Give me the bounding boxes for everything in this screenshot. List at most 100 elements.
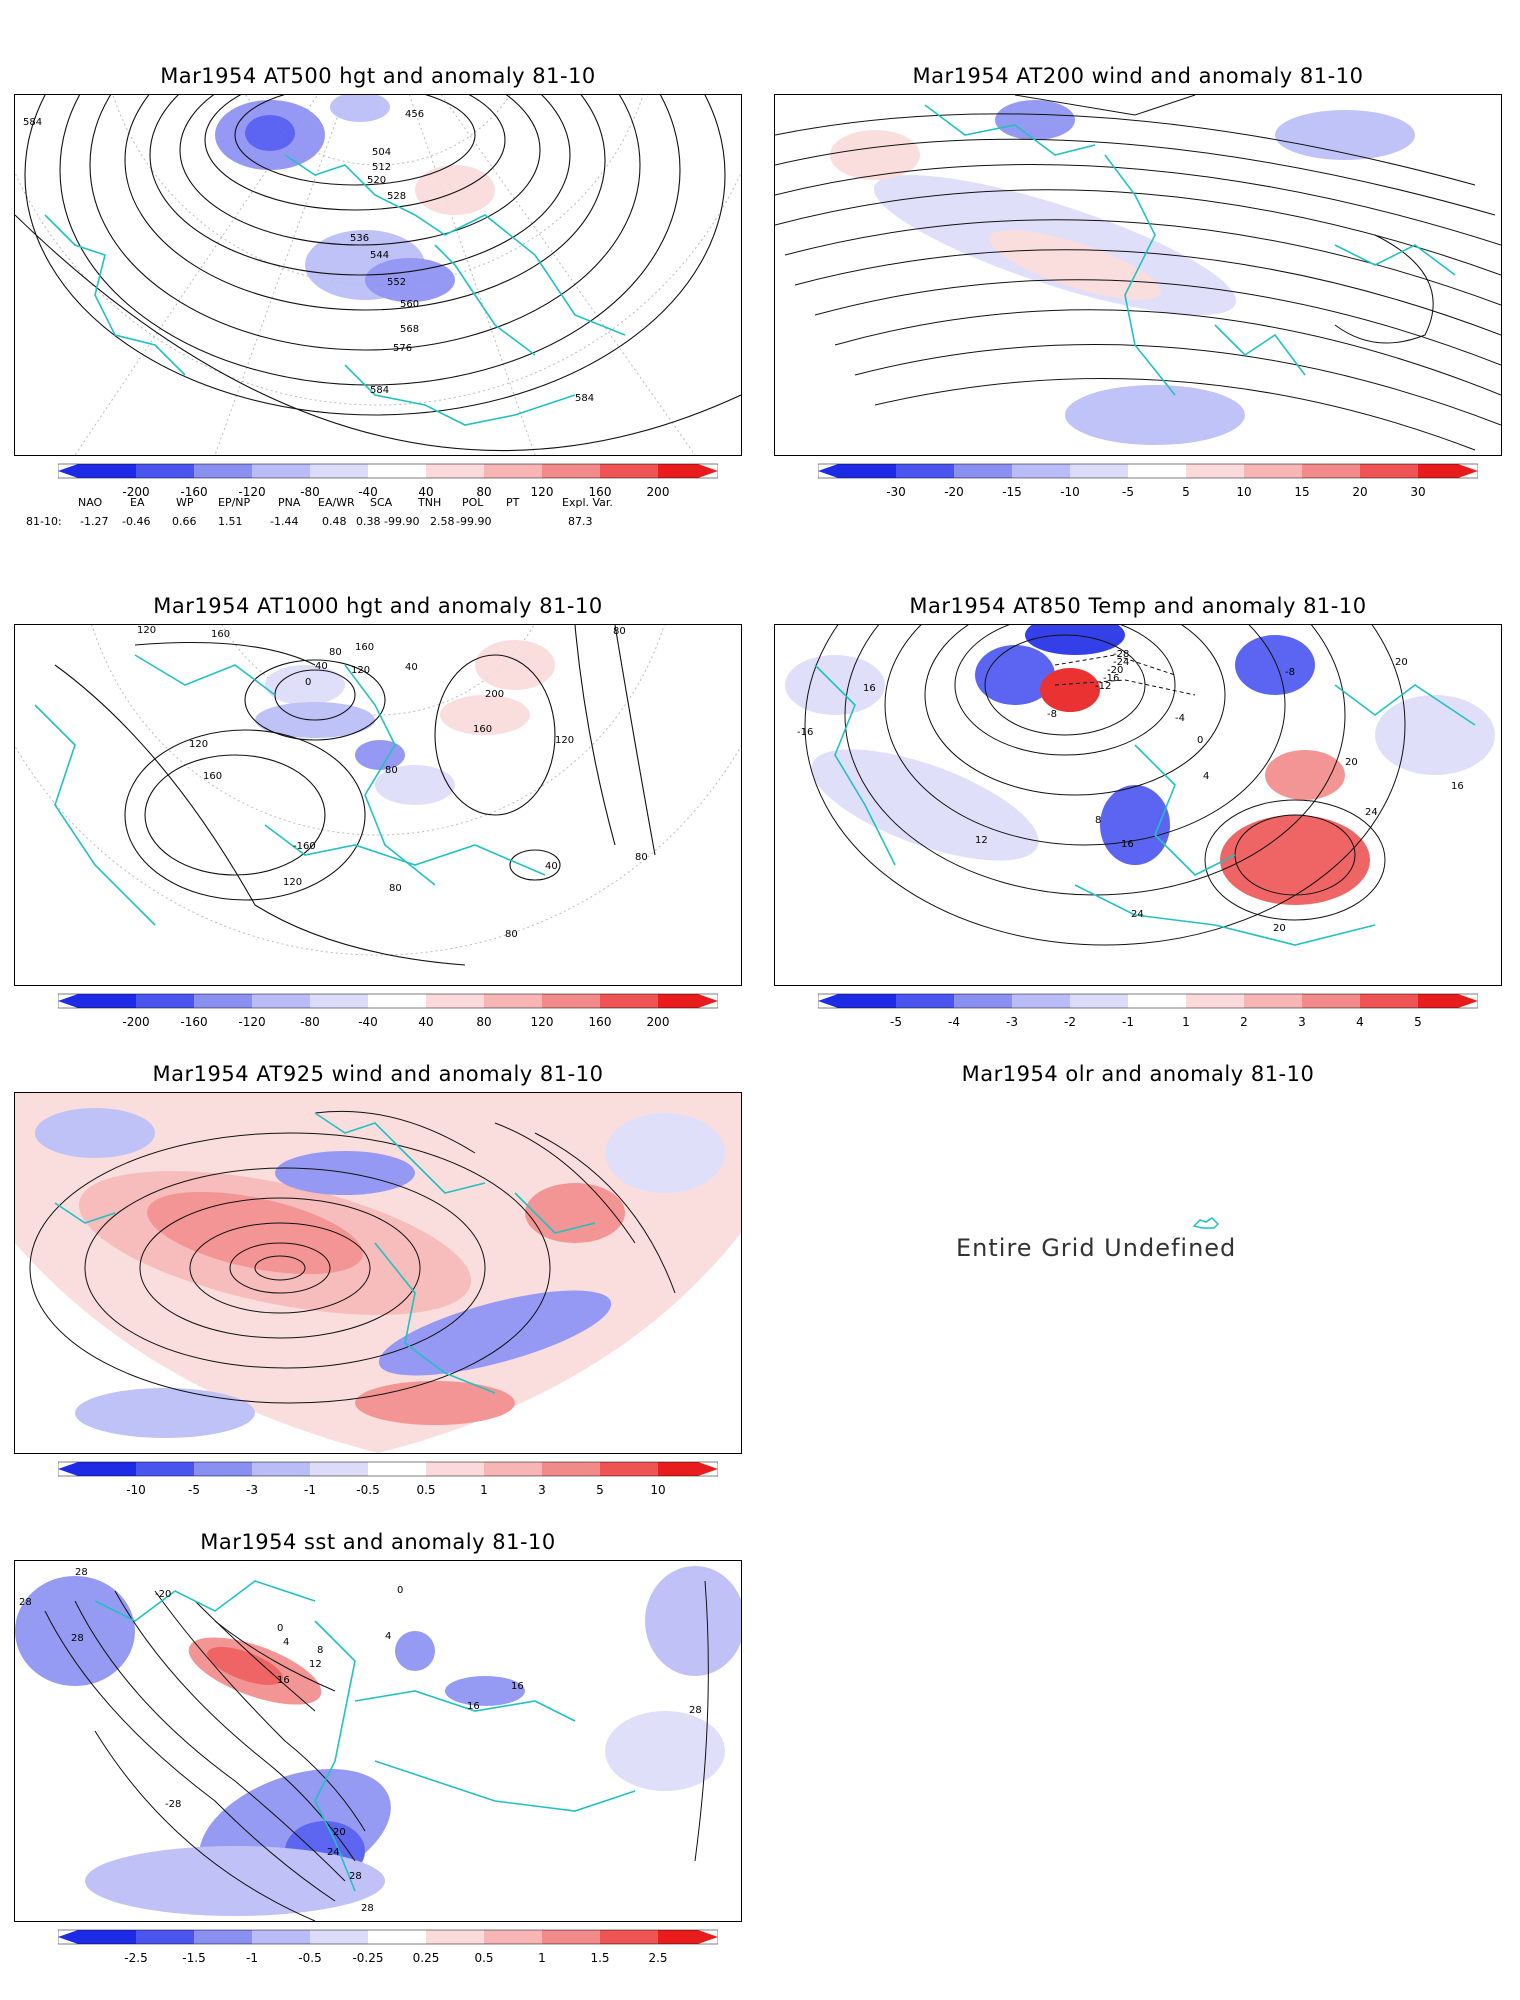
panel-title: Mar1954 olr and anomaly 81-10 xyxy=(961,1062,1315,1086)
map-svg: -28 -24 -20 -16 -12 -8 -8 -4 0 4 20 16 -… xyxy=(785,625,1495,946)
colorbar-tick: -4 xyxy=(948,1015,960,1029)
contour-label: 584 xyxy=(370,385,389,396)
contour-label: 28 xyxy=(361,1903,374,1914)
coastlines xyxy=(814,664,1476,946)
colorbar-tick: 80 xyxy=(476,1015,492,1029)
colorbar-tick: -10 xyxy=(126,1483,146,1497)
panel-title: Mar1954 AT200 wind and anomaly 81-10 xyxy=(912,64,1364,88)
contour-label: 20 xyxy=(1345,757,1358,768)
colorbar xyxy=(58,1929,718,1945)
colorbar-tick: 15 xyxy=(1294,485,1310,499)
colorbar-tick: 40 xyxy=(418,1015,434,1029)
tele-header: PT xyxy=(506,496,520,509)
coastlines xyxy=(924,104,1456,396)
colorbar-tick: 20 xyxy=(1352,485,1368,499)
tele-header: NAO xyxy=(78,496,103,509)
map-svg xyxy=(15,1093,741,1453)
contour-label: -28 xyxy=(1113,649,1129,660)
contour-label: -8 xyxy=(1285,667,1295,678)
colorbar-tick: -5 xyxy=(1122,485,1134,499)
contour-label: 544 xyxy=(370,250,389,261)
map-svg: 584 456 504 512 520 528 536 544 552 560 … xyxy=(15,95,741,455)
colorbar-tick: 120 xyxy=(530,485,554,499)
contour-label: 16 xyxy=(1451,781,1464,792)
contour-label: 120 xyxy=(189,739,208,750)
undefined-message: Entire Grid Undefined xyxy=(956,1234,1237,1262)
colorbar-tick: -2.5 xyxy=(124,1951,148,1965)
colorbar-tick: -1 xyxy=(246,1951,258,1965)
contour-label: 576 xyxy=(393,343,412,354)
contour-label: 0 xyxy=(1197,735,1203,746)
colorbar-tick: 5 xyxy=(1414,1015,1422,1029)
colorbar-labels: -10 -5 -3 -1 -0.5 0.5 1 3 5 10 xyxy=(58,1483,698,1499)
colorbar-labels: -200 -160 -120 -80 -40 40 80 120 160 200 xyxy=(58,1015,698,1031)
colorbar-tick: -30 xyxy=(886,485,906,499)
contour-label: 20 xyxy=(333,1827,346,1838)
colorbar xyxy=(58,463,718,479)
contour-label: 568 xyxy=(400,324,419,335)
contour-label: 552 xyxy=(387,277,406,288)
colorbar-tick: -10 xyxy=(1060,485,1080,499)
tele-value: 0.48 xyxy=(322,515,347,528)
contour-label: -20 xyxy=(155,1589,171,1600)
contour-label: 28 xyxy=(19,1597,32,1608)
contour-label: 560 xyxy=(400,299,419,310)
anomaly-shading xyxy=(15,1566,741,1916)
colorbar-tick: 2 xyxy=(1240,1015,1248,1029)
tele-header: SCA xyxy=(370,496,393,509)
colorbar-tick: -0.5 xyxy=(298,1951,322,1965)
contour-label: 8 xyxy=(317,1645,323,1656)
graticule xyxy=(15,625,741,956)
contour-label: 24 xyxy=(327,1847,340,1858)
colorbar-tick: 160 xyxy=(588,1015,612,1029)
colorbar-tick: 5 xyxy=(1182,485,1190,499)
contour-label: 120 xyxy=(137,625,156,636)
map-at850: -28 -24 -20 -16 -12 -8 -8 -4 0 4 20 16 -… xyxy=(774,624,1502,986)
contour-label: 80 xyxy=(385,765,398,776)
contour-label: 584 xyxy=(575,393,594,404)
coastlines xyxy=(54,1112,596,1394)
colorbar-labels: -30 -20 -15 -10 -5 5 10 15 20 30 xyxy=(818,485,1458,501)
colorbar-tick: 3 xyxy=(538,1483,546,1497)
colorbar-tick: -160 xyxy=(180,485,208,499)
contour-label: -12 xyxy=(1095,681,1111,692)
panel-title: Mar1954 sst and anomaly 81-10 xyxy=(200,1530,556,1554)
contour-label: 80 xyxy=(329,647,342,658)
tele-value: 0.66 xyxy=(172,515,197,528)
colorbar-tick: -20 xyxy=(944,485,964,499)
contour-label: 528 xyxy=(387,191,406,202)
tele-value: 2.58 xyxy=(430,515,455,528)
colorbar-tick: -1.5 xyxy=(182,1951,206,1965)
colorbar-tick: -3 xyxy=(1006,1015,1018,1029)
contour-label: -16 xyxy=(1103,673,1119,684)
colorbar-tick: -0.5 xyxy=(356,1483,380,1497)
tele-value: -99.90 xyxy=(384,515,420,528)
contour-label: -4 xyxy=(1175,713,1185,724)
colorbar-tick: 1 xyxy=(480,1483,488,1497)
colorbar-tick: -15 xyxy=(1002,485,1022,499)
map-svg: 120 160 80 160 40 0 120 40 80 200 160 12… xyxy=(15,625,741,966)
colorbar-labels: -5 -4 -3 -2 -1 1 2 3 4 5 xyxy=(818,1015,1458,1031)
map-at1000: 120 160 80 160 40 0 120 40 80 200 160 12… xyxy=(14,624,742,986)
tele-header: EA/WR xyxy=(318,496,355,509)
contour-label: 16 xyxy=(467,1701,480,1712)
contour-label: 120 xyxy=(283,877,302,888)
tele-value: -99.90 xyxy=(456,515,492,528)
contour-labels: 28 28 28 -20 0 4 8 12 16 0 4 16 16 28 20… xyxy=(19,1567,702,1914)
contour-label: -160 xyxy=(293,841,316,852)
colorbar-tick: -160 xyxy=(180,1015,208,1029)
contour-label: -20 xyxy=(1107,665,1123,676)
contour-label: 200 xyxy=(485,689,504,700)
anomaly-shading xyxy=(255,640,555,805)
contour-label: 16 xyxy=(277,1675,290,1686)
contour-label: 8 xyxy=(1095,815,1101,826)
colorbar-tick: -1 xyxy=(304,1483,316,1497)
anomaly-shading xyxy=(785,625,1495,905)
sst-contours xyxy=(44,1580,709,1921)
contour-label: 160 xyxy=(355,642,374,653)
graticule xyxy=(15,95,741,455)
colorbar-tick: -80 xyxy=(300,1015,320,1029)
panel-title: Mar1954 AT925 wind and anomaly 81-10 xyxy=(152,1062,604,1086)
contour-label: 20 xyxy=(1395,657,1408,668)
anomaly-shading xyxy=(830,100,1415,445)
